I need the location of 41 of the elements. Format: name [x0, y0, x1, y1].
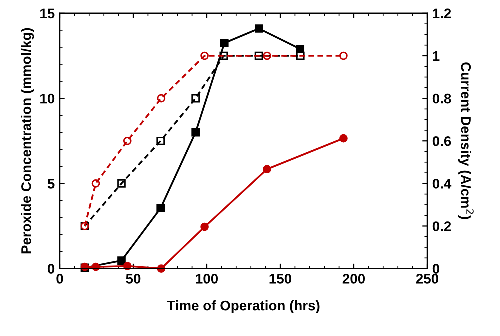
point [192, 94, 200, 103]
point [340, 134, 348, 143]
point [255, 24, 264, 33]
point [263, 52, 272, 60]
x-tick-label: 200 [342, 274, 366, 284]
point [263, 165, 272, 174]
y-axis-title: Peroxide Concentration (mmol/kg) [21, 28, 34, 254]
y2-tick-label: 0.6 [432, 136, 452, 146]
y2-tick-label: 0 [432, 264, 440, 274]
point [118, 256, 126, 265]
x-tick-label: 0 [56, 274, 64, 284]
point [254, 52, 264, 60]
point [340, 52, 348, 60]
point [296, 45, 305, 54]
point [192, 128, 200, 137]
x-tick-label: 50 [126, 274, 141, 284]
x-axis-title: Time of Operation (hrs) [167, 300, 320, 314]
point [157, 94, 166, 103]
y2-tick-label: 1 [433, 51, 440, 62]
y2-tick-label: 0.2 [432, 222, 452, 232]
point [220, 52, 228, 60]
point [200, 222, 209, 232]
y-tick-label: 15 [40, 8, 55, 19]
point [123, 136, 132, 146]
point [200, 52, 209, 60]
y2-tick-label: 1.2 [433, 8, 452, 18]
point [296, 52, 305, 60]
point [92, 180, 100, 188]
x-tick-label: 250 [416, 274, 439, 284]
point [156, 136, 166, 146]
point [156, 204, 166, 213]
x-tick-label: 150 [270, 274, 292, 284]
point [118, 180, 126, 188]
y2-axis-title: Current Density (A/cm$^{2}$) [458, 62, 474, 220]
x-tick-label: 100 [196, 274, 218, 284]
y-tick-label: 5 [48, 179, 55, 189]
y2-tick-label: 0.8 [432, 94, 452, 104]
point [220, 39, 229, 48]
y-tick-label: 10 [40, 94, 55, 104]
y2-tick-label: 0.4 [432, 179, 452, 189]
y-tick-label: 0 [48, 264, 55, 274]
